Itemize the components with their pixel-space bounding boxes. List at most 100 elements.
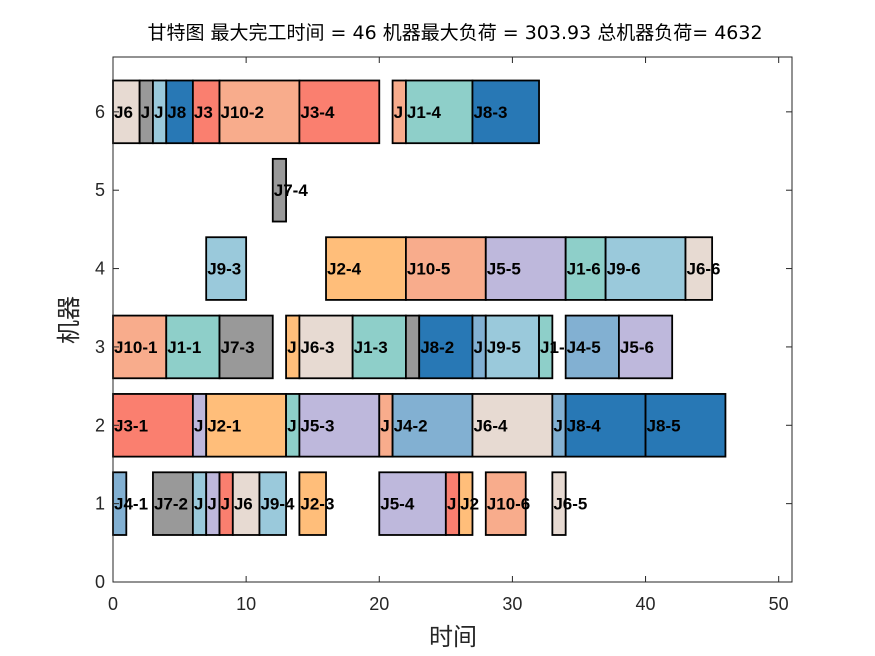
x-tick-label: 40	[636, 594, 656, 614]
gantt-bar-label: J9-3	[207, 260, 241, 279]
bar-labels-layer: J6 J J J8 J3 J10-2 J3-4 J J1-4 J8-3J7-4J9-3 J2-4 J1…	[114, 103, 721, 514]
gantt-bar-label: J10-5	[407, 260, 450, 279]
x-axis-ticks: 0 10 20 30 40 50	[108, 57, 789, 614]
gantt-bar-label: J3-4	[300, 103, 335, 122]
gantt-bar	[458, 471, 474, 536]
y-axis-ticks: 0 1 2 3 4 5 6	[95, 102, 792, 592]
gantt-bar	[378, 471, 447, 536]
gantt-bar	[298, 393, 381, 458]
gantt-bar-label: J	[394, 103, 403, 122]
gantt-bar-label: J1-3	[354, 338, 388, 357]
gantt-bar-label: J7-4	[274, 181, 309, 200]
gantt-bar-label: J	[141, 103, 150, 122]
gantt-bar	[484, 471, 527, 536]
x-axis-label: 时间	[429, 623, 477, 651]
gantt-bar	[298, 471, 327, 536]
gantt-bar	[618, 314, 674, 380]
gantt-bar-label: J6	[234, 495, 253, 514]
gantt-bar-label: J7-2	[154, 495, 188, 514]
gantt-bar-label: J2	[460, 495, 479, 514]
x-tick-label: 20	[369, 594, 389, 614]
x-tick-label: 50	[769, 594, 789, 614]
gantt-bar	[604, 236, 687, 301]
y-tick-label: 5	[95, 180, 105, 200]
chart-title: 甘特图 最大完工时间 = 46 机器最大负荷 = 303.93 总机器负荷= 4…	[147, 22, 762, 44]
gantt-bar-label: J	[473, 338, 482, 357]
gantt-bar-label: J	[207, 495, 216, 514]
gantt-bar	[191, 79, 221, 145]
gantt-bar	[112, 393, 194, 458]
x-tick-label: 0	[108, 594, 118, 614]
gantt-bar	[258, 471, 287, 536]
x-tick-label: 30	[502, 594, 522, 614]
gantt-bar-label: J4-2	[394, 416, 428, 435]
gantt-bar-label: J6-6	[686, 260, 720, 279]
gantt-bar-label: J9-5	[487, 338, 521, 357]
bars-layer	[112, 79, 727, 536]
gantt-bar-label: J	[221, 495, 230, 514]
gantt-bar	[484, 314, 540, 380]
gantt-bar-label: J	[287, 338, 296, 357]
gantt-bar	[564, 236, 607, 301]
gantt-bar-label: J	[447, 495, 456, 514]
gantt-bar-label: J3	[194, 103, 213, 122]
gantt-bar	[391, 393, 474, 458]
gantt-bar	[231, 471, 261, 536]
gantt-bar-label: J1-1	[167, 338, 201, 357]
gantt-bar-label: J6-3	[300, 338, 334, 357]
gantt-bar-label: J	[553, 416, 562, 435]
gantt-bar	[325, 236, 407, 301]
gantt-bar-label: J6-4	[473, 416, 508, 435]
gantt-bar	[298, 314, 354, 380]
gantt-bar	[405, 79, 474, 145]
y-tick-label: 4	[95, 259, 105, 279]
gantt-bar	[644, 393, 727, 458]
gantt-bar-label: J1-	[540, 338, 565, 357]
gantt-bar	[165, 79, 194, 145]
gantt-bar	[298, 79, 381, 145]
gantt-bar-label: J4-1	[114, 495, 148, 514]
gantt-bar	[471, 79, 540, 145]
gantt-bar	[538, 314, 554, 380]
gantt-bar	[551, 471, 567, 536]
gantt-bar-label: J1-4	[407, 103, 442, 122]
gantt-bar-label: J5-5	[487, 260, 521, 279]
gantt-bar-label: J2-3	[300, 495, 334, 514]
gantt-bar-label: J	[194, 416, 203, 435]
gantt-bar-label: J8-2	[420, 338, 454, 357]
gantt-bar	[218, 314, 274, 380]
gantt-bar-label: J8-4	[567, 416, 602, 435]
gantt-bar	[484, 236, 567, 301]
gantt-bar	[271, 157, 287, 223]
gantt-bar-label: J	[287, 416, 296, 435]
gantt-bar	[405, 314, 421, 380]
gantt-bar-label: J	[154, 103, 163, 122]
gantt-bar	[564, 393, 647, 458]
gantt-bar-label: J6-5	[553, 495, 587, 514]
gantt-bar-label: J6	[114, 103, 133, 122]
gantt-bar-label: J10-6	[487, 495, 530, 514]
y-tick-label: 2	[95, 415, 105, 435]
gantt-bar-label: J4-5	[567, 338, 601, 357]
gantt-bar	[205, 236, 248, 301]
gantt-bar-label: J7-3	[221, 338, 255, 357]
y-axis-label: 机器	[55, 296, 83, 344]
gantt-bar	[564, 314, 620, 380]
gantt-bar-label: J1-6	[567, 260, 601, 279]
gantt-bar-label: J9-6	[607, 260, 641, 279]
gantt-bar-label: J8-5	[647, 416, 681, 435]
gantt-bar-label: J8-3	[473, 103, 507, 122]
gantt-bar-label: J9-4	[260, 495, 295, 514]
plot-area-frame	[112, 56, 793, 583]
gantt-bar	[351, 314, 407, 380]
gantt-bar	[218, 79, 301, 145]
y-tick-label: 3	[95, 337, 105, 357]
gantt-bar-label: J2-4	[327, 260, 362, 279]
gantt-bar-label: J10-2	[221, 103, 264, 122]
gantt-bar-label: J	[380, 416, 389, 435]
y-tick-label: 1	[95, 494, 105, 514]
gantt-bar-label: J8	[167, 103, 186, 122]
gantt-bar-label: J10-1	[114, 338, 157, 357]
gantt-bar-label: J5-6	[620, 338, 654, 357]
gantt-bar-label: J2-1	[207, 416, 241, 435]
